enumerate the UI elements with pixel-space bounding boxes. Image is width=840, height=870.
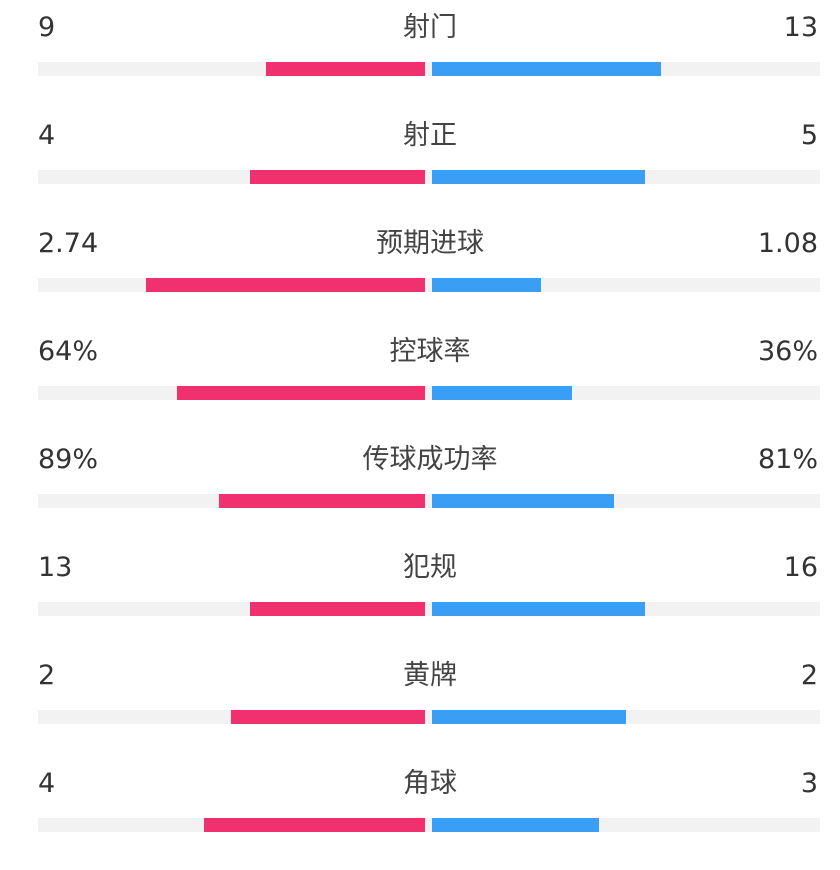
home-bar <box>231 710 425 724</box>
home-value: 9 <box>38 12 56 43</box>
bar-track <box>38 170 820 184</box>
home-bar <box>177 386 425 400</box>
stat-row: 4 角球 3 <box>0 762 840 870</box>
stat-label: 预期进球 <box>376 228 484 259</box>
bar-track <box>38 602 820 616</box>
bar-track <box>38 818 820 832</box>
away-value: 2 <box>800 660 818 691</box>
stat-label: 犯规 <box>403 552 457 583</box>
home-bar <box>250 170 425 184</box>
home-bar <box>266 62 425 76</box>
bar-track <box>38 710 820 724</box>
stat-label: 黄牌 <box>403 660 457 691</box>
match-stats-chart: 9 射门 13 4 射正 5 2.74 预期进球 1.08 64% 控球率 36% 89% 传球成功率 81… <box>0 6 840 832</box>
away-value: 81% <box>757 444 818 475</box>
away-bar <box>432 602 645 616</box>
away-bar <box>432 62 661 76</box>
away-bar <box>432 386 572 400</box>
away-bar <box>432 494 614 508</box>
away-bar <box>432 278 541 292</box>
stat-label: 角球 <box>403 768 457 799</box>
away-value: 16 <box>783 552 818 583</box>
away-value: 5 <box>800 120 818 151</box>
away-value: 36% <box>757 336 818 367</box>
stat-row: 9 射门 13 <box>0 6 840 114</box>
away-bar <box>432 818 599 832</box>
stat-row: 2.74 预期进球 1.08 <box>0 222 840 330</box>
home-bar <box>204 818 425 832</box>
home-value: 13 <box>38 552 73 583</box>
stat-row: 2 黄牌 2 <box>0 654 840 762</box>
home-value: 89% <box>38 444 99 475</box>
home-value: 4 <box>38 120 56 151</box>
bar-track <box>38 386 820 400</box>
stat-row: 64% 控球率 36% <box>0 330 840 438</box>
home-value: 4 <box>38 768 56 799</box>
home-bar <box>250 602 425 616</box>
home-value: 64% <box>38 336 99 367</box>
home-value: 2.74 <box>38 228 99 259</box>
stat-label: 射正 <box>403 120 457 151</box>
home-bar <box>219 494 425 508</box>
bar-track <box>38 494 820 508</box>
away-value: 13 <box>783 12 818 43</box>
stat-row: 13 犯规 16 <box>0 546 840 654</box>
stat-label: 射门 <box>403 12 457 43</box>
stat-label: 控球率 <box>389 336 471 367</box>
stat-label: 传球成功率 <box>362 444 498 475</box>
away-value: 1.08 <box>757 228 818 259</box>
stat-row: 4 射正 5 <box>0 114 840 222</box>
away-bar <box>432 710 626 724</box>
stat-row: 89% 传球成功率 81% <box>0 438 840 546</box>
away-value: 3 <box>800 768 818 799</box>
home-value: 2 <box>38 660 56 691</box>
away-bar <box>432 170 645 184</box>
home-bar <box>146 278 425 292</box>
bar-track <box>38 62 820 76</box>
